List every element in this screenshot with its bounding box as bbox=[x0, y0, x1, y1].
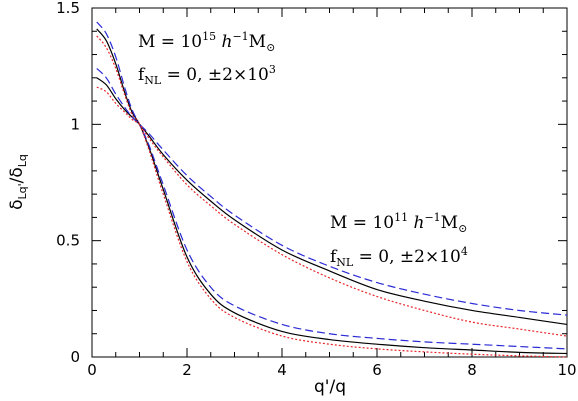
axis-ticks bbox=[91, 7, 568, 358]
x-tick-label: 6 bbox=[372, 361, 382, 379]
y-tick-label: 1 bbox=[70, 115, 80, 133]
y-axis-label: δLq'/δLq bbox=[7, 154, 29, 210]
annotation-m11-mass: M = 1011 h−1M⊙ bbox=[330, 211, 467, 235]
svg-text:δLq'/δLq: δLq'/δLq bbox=[7, 154, 29, 210]
series-line-M11-fnl_positive bbox=[96, 68, 568, 316]
annotation-m15-mass: M = 1015 h−1M⊙ bbox=[138, 30, 275, 54]
plot-frame bbox=[91, 7, 568, 358]
svg-text:M = 1015 h−1M⊙: M = 1015 h−1M⊙ bbox=[138, 30, 275, 54]
y-tick-label: 0.5 bbox=[56, 232, 80, 250]
axis-tick-labels: 0 2 4 6 8 10 0 0.5 1 1.5 bbox=[56, 0, 576, 379]
series-line-M11-fnl_zero bbox=[96, 77, 568, 326]
x-axis-label: q'/q bbox=[314, 377, 346, 397]
series-lines bbox=[96, 21, 568, 358]
annotation-m15-fnl: fNL = 0, ±2×103 bbox=[138, 63, 276, 87]
x-tick-label: 10 bbox=[557, 361, 576, 379]
x-tick-label: 4 bbox=[277, 361, 287, 379]
series-line-M15-fnl_positive bbox=[96, 21, 568, 350]
series-line-M11-fnl_negative bbox=[96, 86, 568, 337]
svg-text:fNL = 0, ±2×104: fNL = 0, ±2×104 bbox=[330, 245, 468, 269]
svg-text:fNL = 0, ±2×103: fNL = 0, ±2×103 bbox=[138, 63, 276, 87]
y-tick-label: 1.5 bbox=[56, 0, 80, 17]
series-line-M15-fnl_negative bbox=[96, 35, 568, 358]
x-tick-label: 8 bbox=[467, 361, 477, 379]
x-tick-label: 2 bbox=[182, 361, 192, 379]
series-line-M15-fnl_zero bbox=[96, 28, 568, 355]
svg-text:M = 1011 h−1M⊙: M = 1011 h−1M⊙ bbox=[330, 211, 467, 235]
y-tick-label: 0 bbox=[70, 348, 80, 366]
annotation-m11-fnl: fNL = 0, ±2×104 bbox=[330, 245, 468, 269]
x-tick-label: 0 bbox=[87, 361, 97, 379]
